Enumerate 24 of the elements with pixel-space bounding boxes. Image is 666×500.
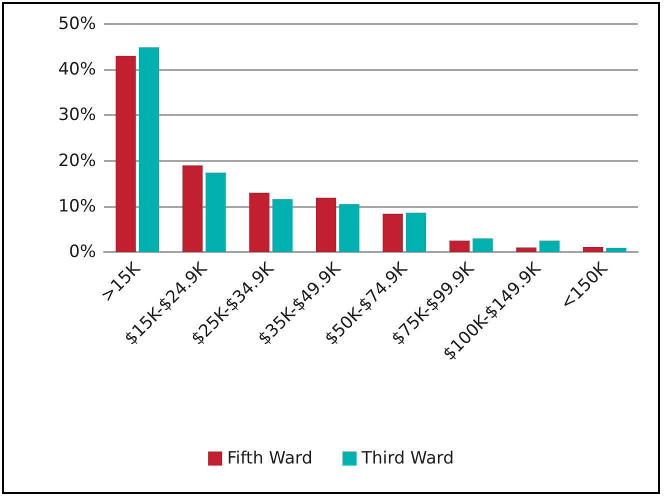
bar — [382, 214, 403, 252]
y-tick-label: 30% — [58, 105, 96, 126]
y-tick-label: 50% — [58, 14, 96, 34]
bar — [249, 192, 270, 252]
y-tick-label: 0% — [69, 242, 96, 262]
bar — [472, 238, 493, 252]
bar — [339, 204, 360, 252]
bar — [516, 247, 536, 252]
y-tick-label: 20% — [58, 150, 96, 171]
y-tick-label: 40% — [58, 60, 96, 80]
legend-label: Fifth Ward — [227, 448, 313, 468]
bar — [138, 47, 160, 252]
bar — [606, 248, 626, 252]
bar — [449, 240, 470, 252]
bar — [182, 165, 203, 252]
bar — [582, 246, 604, 252]
bar — [539, 240, 560, 252]
legend-label: Third Ward — [360, 448, 454, 468]
bar — [406, 212, 426, 252]
bar — [116, 56, 136, 252]
bar — [206, 172, 226, 252]
bar — [316, 198, 336, 252]
bar — [272, 199, 293, 252]
y-tick-label: 10% — [58, 196, 96, 216]
